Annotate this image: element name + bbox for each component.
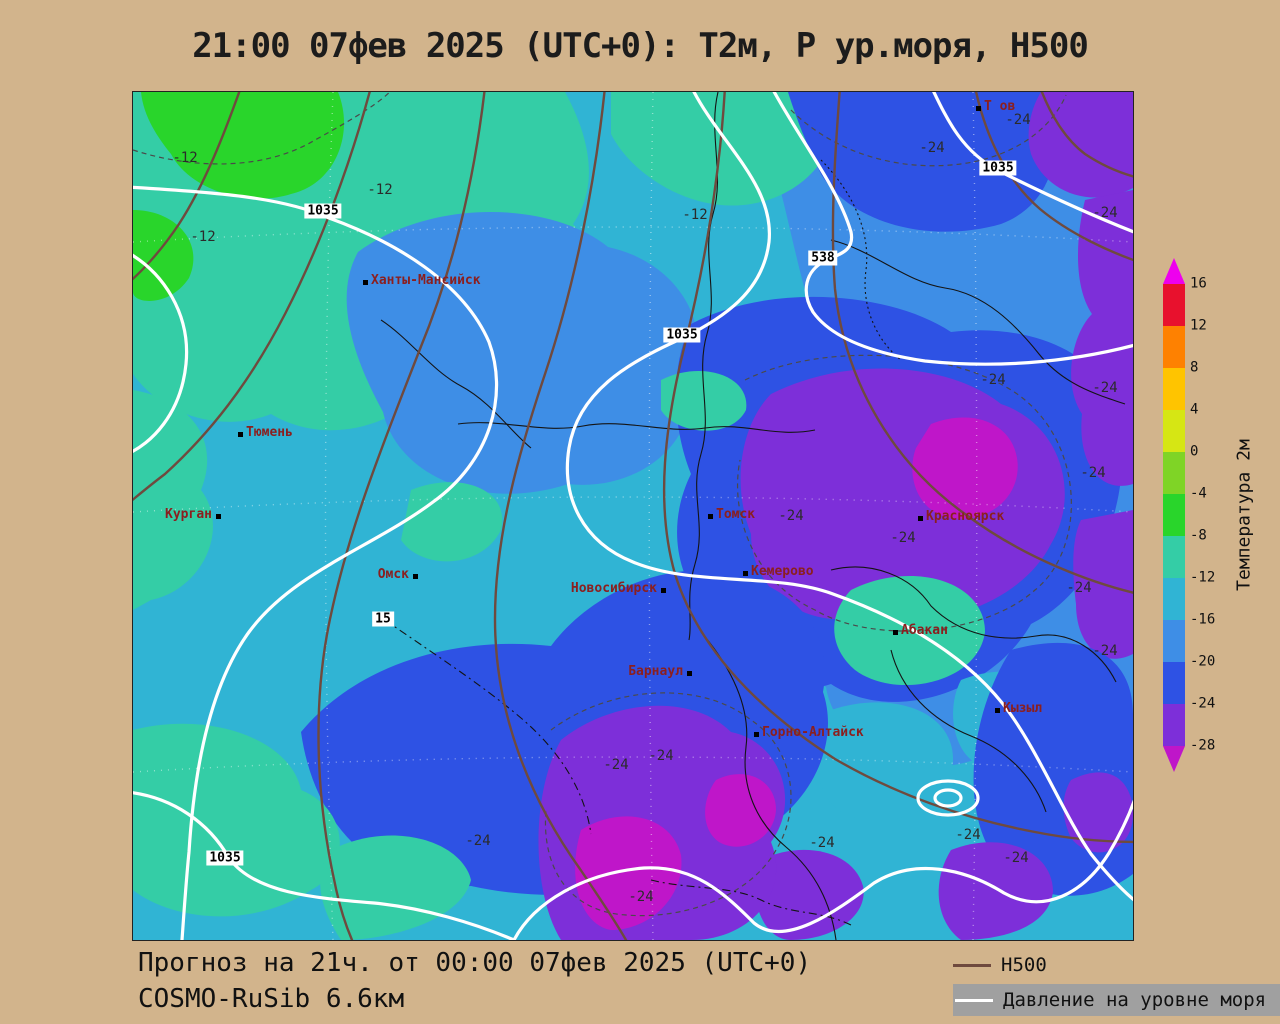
colorbar-tick-label: 12 bbox=[1190, 317, 1207, 334]
legend-h500-row: H500 bbox=[953, 952, 1280, 978]
colorbar-tick-label: -16 bbox=[1190, 611, 1216, 628]
colorbar-segment bbox=[1163, 326, 1185, 368]
colorbar-segment bbox=[1163, 536, 1185, 578]
isobar-layer bbox=[133, 92, 1133, 940]
colorbar-segment bbox=[1163, 258, 1185, 284]
colorbar-segment bbox=[1163, 578, 1185, 620]
legend-pressure-label: Давление на уровне моря bbox=[1003, 989, 1267, 1011]
forecast-map: -12 -12 -12 -12 -24 -24 -24 -24 -24 -24 … bbox=[132, 91, 1134, 941]
colorbar-tick-label: 16 bbox=[1190, 275, 1207, 292]
legend-pressure-row: Давление на уровне моря bbox=[953, 984, 1280, 1016]
colorbar-segment bbox=[1163, 704, 1185, 746]
colorbar-tick-label: -20 bbox=[1190, 653, 1216, 670]
colorbar-tick-label: 4 bbox=[1190, 401, 1199, 418]
page-title: 21:00 07фев 2025 (UTC+0): Т2м, P ур.моря… bbox=[192, 26, 1089, 66]
model-info-text: COSMO-RuSib 6.6км bbox=[138, 984, 405, 1014]
h500-contours-layer bbox=[133, 92, 1133, 940]
colorbar-gradient bbox=[1163, 258, 1185, 772]
map-canvas bbox=[133, 92, 1133, 940]
colorbar-segment bbox=[1163, 662, 1185, 704]
colorbar-tick-label: 8 bbox=[1190, 359, 1199, 376]
temperature-contours-layer bbox=[133, 92, 1072, 917]
colorbar-segment bbox=[1163, 284, 1185, 326]
temperature-colorbar: 16 12 8 4 0 -4 -8 -12 -16 -20 -24 - bbox=[1163, 258, 1215, 772]
colorbar-segment bbox=[1163, 620, 1185, 662]
colorbar-tick-label: -24 bbox=[1190, 695, 1216, 712]
colorbar-segment bbox=[1163, 410, 1185, 452]
h500-line-sample bbox=[953, 963, 991, 967]
pressure-line-sample bbox=[955, 998, 993, 1002]
colorbar-tick-label: 0 bbox=[1190, 443, 1199, 460]
colorbar-segment bbox=[1163, 368, 1185, 410]
colorbar-ticks: 16 12 8 4 0 -4 -8 -12 -16 -20 -24 - bbox=[1190, 258, 1236, 772]
colorbar-tick-label: -4 bbox=[1190, 485, 1207, 502]
legend-h500-label: H500 bbox=[1001, 954, 1047, 976]
colorbar-title: Температура 2м bbox=[1233, 439, 1255, 591]
colorbar-tick-label: -28 bbox=[1190, 737, 1216, 754]
forecast-info-text: Прогноз на 21ч. от 00:00 07фев 2025 (UTC… bbox=[138, 948, 812, 978]
colorbar-segment bbox=[1163, 452, 1185, 494]
colorbar-segment bbox=[1163, 494, 1185, 536]
colorbar-tick-label: -8 bbox=[1190, 527, 1207, 544]
colorbar-tick-label: -12 bbox=[1190, 569, 1216, 586]
admin-borders-layer bbox=[380, 92, 1126, 940]
temperature-field-layer bbox=[133, 92, 1133, 940]
colorbar-segment bbox=[1163, 746, 1185, 772]
